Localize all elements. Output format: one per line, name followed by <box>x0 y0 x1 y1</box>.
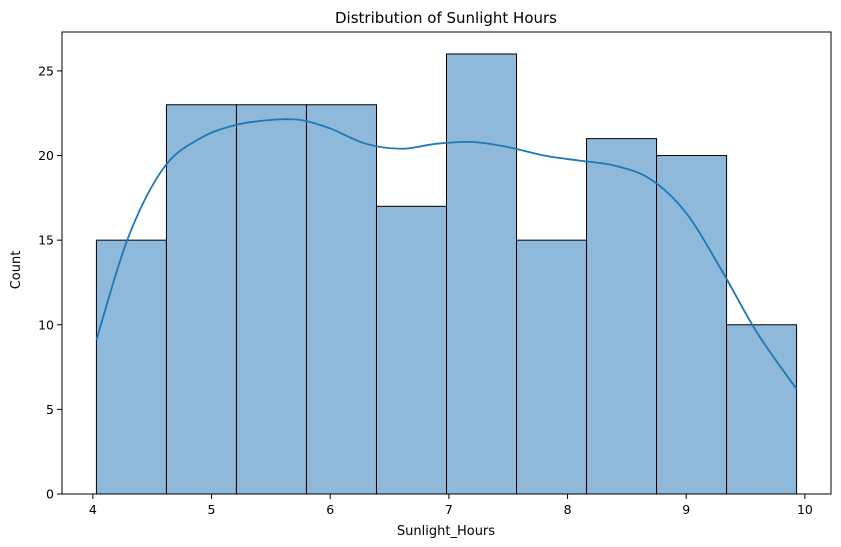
plot-frame <box>61 31 832 495</box>
y-tick-label: 0 <box>46 487 54 502</box>
x-tick-label: 10 <box>797 502 813 517</box>
x-axis-ticks: 4 5 6 7 8 9 10 <box>89 494 813 517</box>
y-tick-label: 25 <box>38 63 54 78</box>
histogram-bar <box>165 104 237 495</box>
y-tick-label: 20 <box>38 148 54 163</box>
bars-group <box>95 53 798 495</box>
histogram-bar <box>726 324 798 495</box>
histogram-bar <box>656 155 728 495</box>
x-tick-label: 9 <box>682 502 690 517</box>
y-tick-label: 15 <box>38 233 54 248</box>
histogram-bar <box>446 53 518 495</box>
kde-line <box>95 118 798 390</box>
histogram-bar <box>305 104 377 495</box>
x-tick-label: 8 <box>564 502 572 517</box>
chart-title: Distribution of Sunlight Hours <box>335 9 557 27</box>
x-tick-label: 5 <box>208 502 216 517</box>
histogram-bar <box>95 239 167 495</box>
histogram-bar <box>375 205 448 495</box>
histogram-bar <box>516 239 588 495</box>
y-axis-ticks: 0 5 10 15 20 25 <box>38 63 62 502</box>
y-tick-label: 10 <box>38 317 54 332</box>
kde-group <box>95 118 798 390</box>
histogram-bar <box>235 104 307 495</box>
x-tick-label: 6 <box>326 502 334 517</box>
x-tick-label: 4 <box>89 502 97 517</box>
y-axis-label: Count <box>9 251 24 290</box>
x-axis-label: Sunlight_Hours <box>397 524 495 539</box>
y-tick-label: 5 <box>46 402 54 417</box>
x-tick-label: 7 <box>445 502 453 517</box>
histogram-bar <box>586 138 658 495</box>
